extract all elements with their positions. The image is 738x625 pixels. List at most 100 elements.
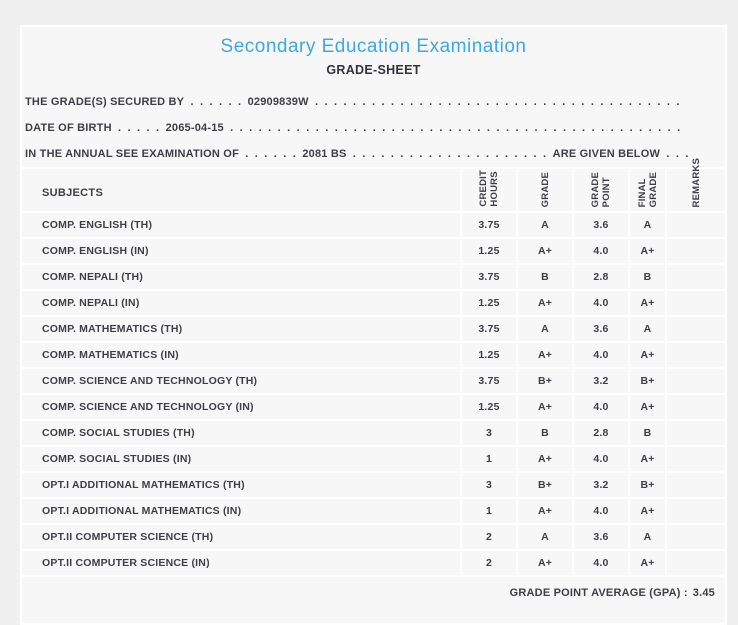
- final-grade-cell: A: [628, 317, 665, 341]
- table-rows: COMP. ENGLISH (TH) 3.75 A 3.6 A COMP. ENGLISH…: [22, 213, 725, 577]
- grade-point-column-header: GRADE POINT: [572, 169, 628, 211]
- grade-point-cell: 4.0: [572, 499, 628, 523]
- exam-year-value: 2081 BS: [302, 148, 347, 160]
- final-grade-column-header: FINAL GRADE: [628, 169, 665, 211]
- credit-hours-cell: 3.75: [460, 369, 516, 393]
- grade-cell: A: [516, 317, 572, 341]
- credit-hours-cell: 2: [460, 525, 516, 549]
- credit-hours-cell: 3.75: [460, 317, 516, 341]
- grade-cell: A: [516, 213, 572, 237]
- remarks-cell: [665, 421, 725, 445]
- subject-cell: OPT.II COMPUTER SCIENCE (TH): [42, 531, 214, 543]
- grade-cell: A: [516, 525, 572, 549]
- final-grade-cell: B: [628, 421, 665, 445]
- subject-cell: COMP. SCIENCE AND TECHNOLOGY (TH): [42, 375, 258, 387]
- credit-hours-cell: 3.75: [460, 213, 516, 237]
- credit-hours-header-label: CREDIT HOURS: [478, 170, 500, 207]
- grade-cell: B+: [516, 473, 572, 497]
- remarks-cell: [665, 499, 725, 523]
- grade-cell: A+: [516, 291, 572, 315]
- gpa-value: 3.45: [692, 587, 715, 599]
- remarks-cell: [665, 317, 725, 341]
- grade-header-label: GRADE: [539, 171, 551, 207]
- table-row: COMP. NEPALI (TH) 3.75 B 2.8 B: [22, 265, 725, 291]
- credit-hours-cell: 1.25: [460, 239, 516, 263]
- grade-cell: A+: [516, 343, 572, 367]
- remarks-cell: [665, 291, 725, 315]
- grade-cell: B: [516, 421, 572, 445]
- grade-cell: B+: [516, 369, 572, 393]
- subjects-column-header: SUBJECTS: [42, 187, 104, 199]
- table-row: COMP. SOCIAL STUDIES (IN) 1 A+ 4.0 A+: [22, 447, 725, 473]
- credit-hours-cell: 1: [460, 447, 516, 471]
- subject-cell: COMP. NEPALI (IN): [42, 297, 140, 309]
- credit-hours-column-header: CREDIT HOURS: [460, 169, 516, 211]
- table-header-row: SUBJECTS CREDIT HOURS GRADE GRADE POINT …: [22, 158, 725, 213]
- final-grade-cell: A+: [628, 291, 665, 315]
- table-row: COMP. ENGLISH (IN) 1.25 A+ 4.0 A+: [22, 239, 725, 265]
- grade-point-cell: 2.8: [572, 421, 628, 445]
- grade-column-header: GRADE: [516, 169, 572, 211]
- grade-cell: A+: [516, 239, 572, 263]
- table-row: COMP. MATHEMATICS (TH) 3.75 A 3.6 A: [22, 317, 725, 343]
- info-label: DATE OF BIRTH: [25, 122, 112, 134]
- info-section: THE GRADE(S) SECURED BY . . . . . . 0290…: [22, 89, 725, 167]
- subject-cell: COMP. SCIENCE AND TECHNOLOGY (IN): [42, 401, 254, 413]
- table-row: OPT.I ADDITIONAL MATHEMATICS (TH) 3 B+ 3.2 B…: [22, 473, 725, 499]
- subject-cell: COMP. ENGLISH (IN): [42, 245, 149, 257]
- subject-cell: OPT.I ADDITIONAL MATHEMATICS (TH): [42, 479, 245, 491]
- grade-point-cell: 3.6: [572, 213, 628, 237]
- remarks-cell: [665, 213, 725, 237]
- table-row: OPT.I ADDITIONAL MATHEMATICS (IN) 1 A+ 4.0 A…: [22, 499, 725, 525]
- info-label: IN THE ANNUAL SEE EXAMINATION OF: [25, 148, 239, 160]
- subject-cell: COMP. MATHEMATICS (TH): [42, 323, 183, 335]
- grades-table: SUBJECTS CREDIT HOURS GRADE GRADE POINT …: [22, 158, 725, 577]
- info-trailer: ARE GIVEN BELOW: [552, 148, 661, 160]
- credit-hours-cell: 1.25: [460, 343, 516, 367]
- remarks-cell: [665, 265, 725, 289]
- grade-cell: A+: [516, 499, 572, 523]
- final-grade-cell: A: [628, 525, 665, 549]
- table-row: COMP. ENGLISH (TH) 3.75 A 3.6 A: [22, 213, 725, 239]
- subject-cell: COMP. SOCIAL STUDIES (IN): [42, 453, 192, 465]
- subject-cell: COMP. NEPALI (TH): [42, 271, 144, 283]
- final-grade-cell: A+: [628, 447, 665, 471]
- table-row: COMP. SOCIAL STUDIES (TH) 3 B 2.8 B: [22, 421, 725, 447]
- credit-hours-cell: 3: [460, 473, 516, 497]
- remarks-cell: [665, 525, 725, 549]
- gpa-row: GRADE POINT AVERAGE (GPA) : 3.45: [22, 587, 725, 599]
- remarks-column-header: REMARKS: [665, 158, 725, 211]
- credit-hours-cell: 1.25: [460, 291, 516, 315]
- credit-hours-cell: 3: [460, 421, 516, 445]
- grade-point-cell: 4.0: [572, 239, 628, 263]
- table-row: COMP. MATHEMATICS (IN) 1.25 A+ 4.0 A+: [22, 343, 725, 369]
- final-grade-cell: A+: [628, 499, 665, 523]
- final-grade-cell: A: [628, 213, 665, 237]
- final-grade-cell: A+: [628, 343, 665, 367]
- final-grade-header-label: FINAL GRADE: [636, 171, 659, 207]
- final-grade-cell: A+: [628, 551, 665, 575]
- remarks-cell: [665, 395, 725, 419]
- grade-point-header-label: GRADE POINT: [590, 171, 612, 207]
- info-line-exam-year: IN THE ANNUAL SEE EXAMINATION OF . . . .…: [25, 141, 725, 167]
- subject-cell: COMP. ENGLISH (TH): [42, 219, 153, 231]
- final-grade-cell: B+: [628, 369, 665, 393]
- credit-hours-cell: 1.25: [460, 395, 516, 419]
- grade-point-cell: 3.2: [572, 369, 628, 393]
- table-row: COMP. SCIENCE AND TECHNOLOGY (TH) 3.75 B+ 3…: [22, 369, 725, 395]
- table-row: OPT.II COMPUTER SCIENCE (TH) 2 A 3.6 A: [22, 525, 725, 551]
- subject-cell: OPT.I ADDITIONAL MATHEMATICS (IN): [42, 505, 242, 517]
- grade-point-cell: 2.8: [572, 265, 628, 289]
- final-grade-cell: A+: [628, 239, 665, 263]
- info-line-date-of-birth: DATE OF BIRTH . . . . . 2065-04-15 . . .…: [25, 115, 725, 141]
- final-grade-cell: B: [628, 265, 665, 289]
- subject-cell: COMP. MATHEMATICS (IN): [42, 349, 179, 361]
- grade-point-cell: 4.0: [572, 551, 628, 575]
- grade-point-cell: 3.6: [572, 525, 628, 549]
- info-line-symbol-number: THE GRADE(S) SECURED BY . . . . . . 0290…: [25, 89, 725, 115]
- credit-hours-cell: 3.75: [460, 265, 516, 289]
- page-title: Secondary Education Examination: [220, 36, 527, 57]
- credit-hours-cell: 2: [460, 551, 516, 575]
- info-label: THE GRADE(S) SECURED BY: [25, 96, 185, 108]
- gpa-label: GRADE POINT AVERAGE (GPA) :: [509, 587, 688, 599]
